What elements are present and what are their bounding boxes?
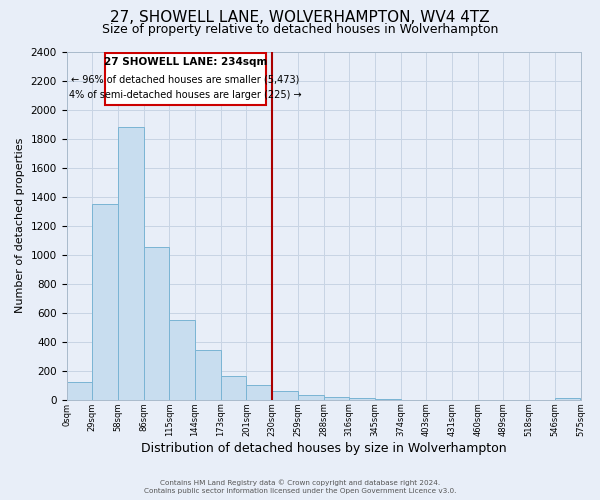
FancyBboxPatch shape bbox=[105, 53, 266, 105]
Bar bbox=[349, 398, 375, 400]
X-axis label: Distribution of detached houses by size in Wolverhampton: Distribution of detached houses by size … bbox=[141, 442, 506, 455]
Text: Size of property relative to detached houses in Wolverhampton: Size of property relative to detached ho… bbox=[102, 22, 498, 36]
Bar bbox=[221, 376, 247, 400]
Bar bbox=[323, 397, 349, 400]
Bar bbox=[118, 127, 143, 400]
Bar bbox=[555, 398, 580, 400]
Text: 27, SHOWELL LANE, WOLVERHAMPTON, WV4 4TZ: 27, SHOWELL LANE, WOLVERHAMPTON, WV4 4TZ bbox=[110, 10, 490, 25]
Bar bbox=[143, 248, 169, 400]
Text: ← 96% of detached houses are smaller (5,473): ← 96% of detached houses are smaller (5,… bbox=[71, 74, 299, 84]
Bar bbox=[375, 399, 401, 400]
Bar bbox=[195, 350, 221, 400]
Y-axis label: Number of detached properties: Number of detached properties bbox=[15, 138, 25, 314]
Text: 4% of semi-detached houses are larger (225) →: 4% of semi-detached houses are larger (2… bbox=[69, 90, 302, 100]
Text: 27 SHOWELL LANE: 234sqm: 27 SHOWELL LANE: 234sqm bbox=[104, 58, 267, 68]
Text: Contains HM Land Registry data © Crown copyright and database right 2024.
Contai: Contains HM Land Registry data © Crown c… bbox=[144, 479, 456, 494]
Bar bbox=[298, 396, 323, 400]
Bar bbox=[247, 384, 272, 400]
Bar bbox=[272, 391, 298, 400]
Bar bbox=[67, 382, 92, 400]
Bar bbox=[169, 320, 195, 400]
Bar bbox=[92, 204, 118, 400]
